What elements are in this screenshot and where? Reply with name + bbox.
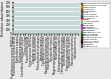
Legend: Prochlorococcus MIT9313, Prochlorococcus MED4, Burkholderia, Silicibacter, Pelag: Prochlorococcus MIT9313, Prochlorococcus…	[80, 2, 110, 48]
Y-axis label: Relative abundance: Relative abundance	[1, 0, 5, 36]
